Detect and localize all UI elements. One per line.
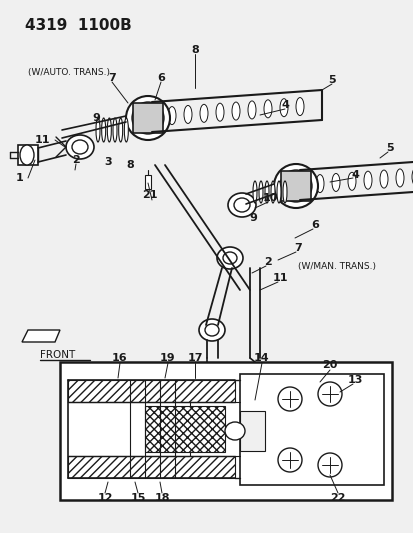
Text: 5: 5 [328,75,335,85]
Text: 16: 16 [112,353,128,363]
Text: 17: 17 [187,353,202,363]
Circle shape [317,382,341,406]
Text: 14: 14 [254,353,269,363]
Ellipse shape [223,252,236,264]
Text: 13: 13 [347,375,362,385]
Circle shape [277,448,301,472]
Circle shape [277,387,301,411]
Text: 10: 10 [262,193,277,203]
Text: 11: 11 [34,135,50,145]
Ellipse shape [252,181,256,203]
Text: 8: 8 [191,45,198,55]
Text: 20: 20 [322,360,337,370]
Ellipse shape [204,324,218,336]
Text: (W/MAN. TRANS.): (W/MAN. TRANS.) [297,262,375,271]
Ellipse shape [331,173,339,191]
Ellipse shape [295,98,303,116]
Ellipse shape [279,99,287,117]
Bar [68,456,235,478]
Text: 9: 9 [249,213,256,223]
Ellipse shape [72,140,88,154]
Text: 6: 6 [310,220,318,230]
Ellipse shape [347,172,355,190]
Text: 2: 2 [263,257,271,267]
Ellipse shape [276,181,280,203]
Text: 18: 18 [154,493,169,503]
Ellipse shape [228,193,255,217]
Text: 21: 21 [142,190,157,200]
Ellipse shape [395,169,403,187]
Text: 12: 12 [97,493,112,503]
Ellipse shape [271,181,274,203]
Text: 2: 2 [72,155,80,165]
Text: 8: 8 [126,160,133,170]
Ellipse shape [107,118,111,142]
Bar [145,175,151,189]
Text: (W/AUTO. TRANS.): (W/AUTO. TRANS.) [28,68,110,77]
Ellipse shape [119,118,122,142]
Ellipse shape [183,106,192,124]
Circle shape [317,453,341,477]
Text: 1: 1 [16,173,24,183]
Text: 19: 19 [160,353,176,363]
Ellipse shape [139,109,157,127]
Ellipse shape [102,118,105,142]
Polygon shape [18,145,38,165]
Bar [240,374,383,485]
Ellipse shape [363,171,371,189]
Bar [60,362,391,500]
Ellipse shape [168,107,176,125]
Bar [145,406,224,452]
Ellipse shape [411,168,413,186]
Ellipse shape [231,102,240,120]
Text: 4: 4 [350,170,358,180]
Ellipse shape [224,422,244,440]
Text: 9: 9 [92,113,100,123]
Ellipse shape [20,145,34,165]
Polygon shape [22,330,60,342]
Ellipse shape [113,118,117,142]
Ellipse shape [264,181,268,203]
Ellipse shape [132,102,164,134]
Bar [280,171,310,201]
Ellipse shape [315,175,323,192]
Text: 7: 7 [108,73,116,83]
Ellipse shape [124,118,128,142]
Ellipse shape [282,181,286,203]
Text: 11: 11 [272,273,287,283]
Bar [68,380,235,402]
Ellipse shape [247,101,255,119]
Ellipse shape [273,164,317,208]
Text: 5: 5 [385,143,393,153]
Text: 15: 15 [130,493,145,503]
Ellipse shape [259,181,262,203]
Ellipse shape [216,103,223,121]
Bar [133,103,163,133]
Ellipse shape [126,96,170,140]
Ellipse shape [263,100,271,118]
Text: 4: 4 [280,100,288,110]
Ellipse shape [66,135,94,159]
Ellipse shape [199,319,224,341]
Ellipse shape [279,170,311,202]
Ellipse shape [233,198,249,212]
Ellipse shape [286,177,304,195]
Text: FRONT: FRONT [40,350,75,360]
Text: 6: 6 [157,73,164,83]
Text: 3: 3 [104,157,112,167]
Ellipse shape [379,170,387,188]
Bar [240,411,264,451]
Text: 7: 7 [293,243,301,253]
Text: 4319  1100B: 4319 1100B [25,18,131,33]
Ellipse shape [216,247,242,269]
Ellipse shape [96,118,100,142]
Ellipse shape [199,104,207,123]
Text: 22: 22 [330,493,345,503]
